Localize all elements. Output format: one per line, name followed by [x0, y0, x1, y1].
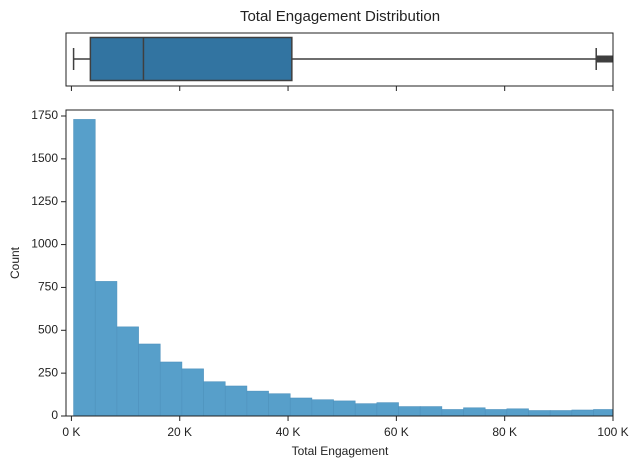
y-tick-label: 0 [51, 408, 58, 422]
bar [398, 406, 421, 416]
bar [354, 403, 378, 416]
histogram-frame [65, 109, 614, 417]
y-tick-label: 500 [38, 322, 58, 336]
bar [289, 397, 313, 416]
x-tick-label: 40 K [276, 425, 301, 439]
bar [159, 361, 183, 416]
box-frame [65, 32, 614, 87]
box [89, 36, 293, 82]
x-tick-label: 60 K [384, 425, 409, 439]
bar [571, 409, 594, 416]
bar [506, 408, 529, 416]
y-tick-label: 1250 [31, 194, 58, 208]
y-tick-label: 750 [38, 280, 58, 294]
bar [528, 410, 551, 416]
box-plot-area [72, 36, 613, 82]
bar [138, 343, 161, 416]
bar [311, 399, 334, 416]
bar [549, 410, 573, 416]
bar [268, 393, 291, 416]
bar [73, 119, 96, 416]
bar [376, 402, 399, 416]
bar [94, 281, 118, 416]
x-axis-label: Total Engagement [292, 444, 389, 458]
y-axis-label: Count [8, 246, 22, 279]
bar [593, 409, 613, 416]
bar [224, 385, 248, 416]
outlier [609, 55, 613, 63]
y-tick-label: 1500 [31, 151, 58, 165]
bar [441, 409, 464, 416]
y-tick-label: 250 [38, 365, 58, 379]
bar [333, 400, 356, 416]
x-tick-label: 20 K [167, 425, 192, 439]
x-tick-label: 0 K [62, 425, 80, 439]
y-tick-label: 1000 [31, 237, 58, 251]
bar [419, 406, 443, 416]
x-tick-label: 80 K [492, 425, 517, 439]
y-tick-label: 1750 [31, 108, 58, 122]
bar [463, 407, 486, 416]
bar [116, 326, 139, 416]
bar [484, 409, 508, 416]
bar [203, 381, 226, 416]
histogram-area [73, 119, 613, 416]
bar [246, 390, 269, 416]
bar [181, 368, 204, 416]
chart-title: Total Engagement Distribution [240, 8, 440, 25]
x-tick-label: 100 K [597, 425, 628, 439]
